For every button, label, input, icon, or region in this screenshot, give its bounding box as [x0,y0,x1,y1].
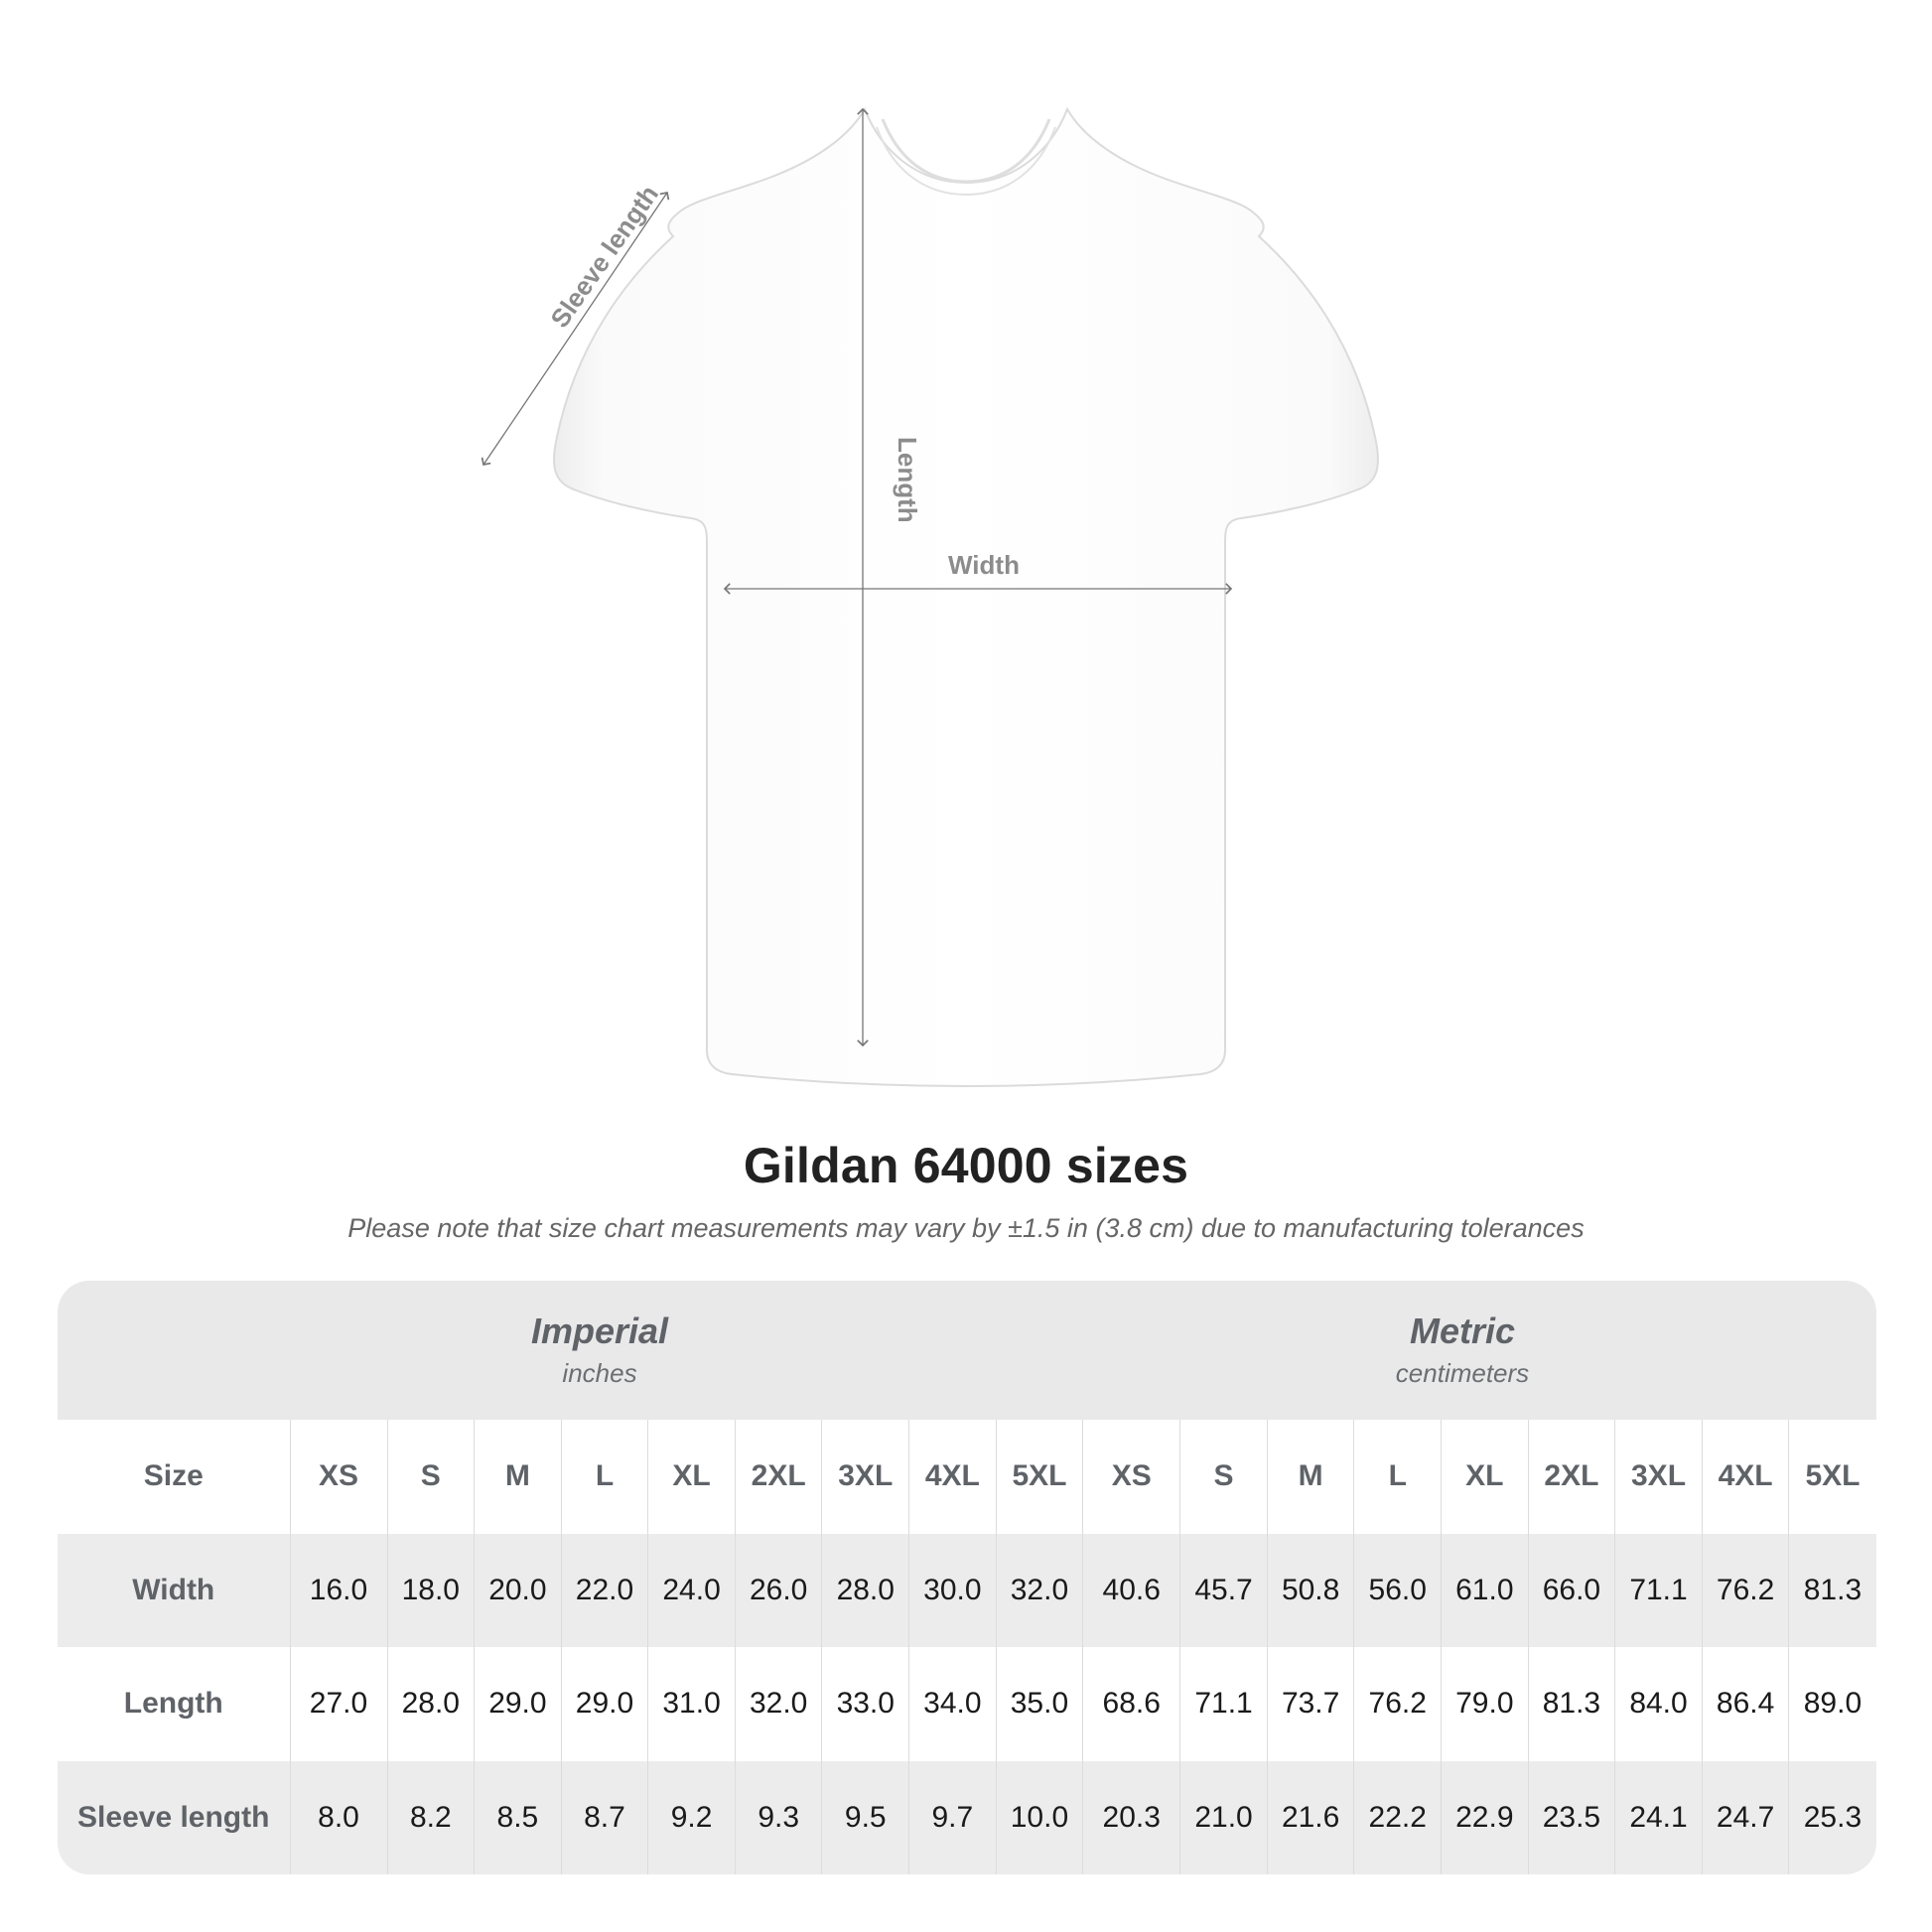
svg-text:Length: Length [893,437,922,523]
svg-text:Width: Width [948,550,1020,580]
